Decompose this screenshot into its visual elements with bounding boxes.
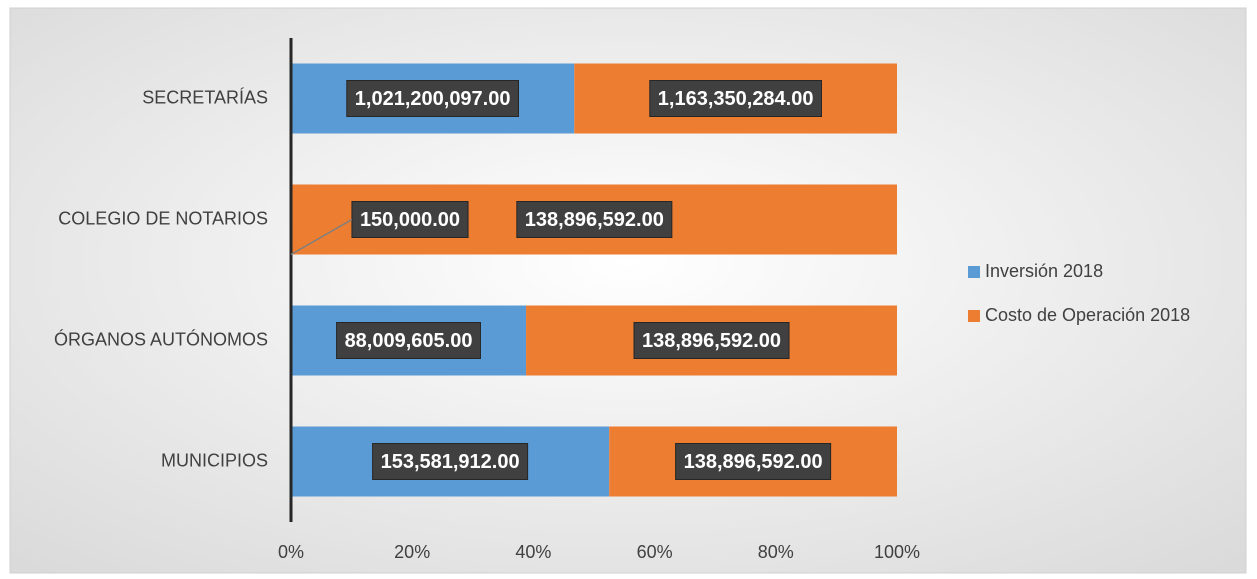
data-label: 138,896,592.00: [675, 443, 832, 480]
data-label-box: [633, 322, 790, 359]
data-label: 153,581,912.00: [372, 443, 529, 480]
data-label-box: [351, 201, 469, 238]
x-tick-label: 100%: [874, 542, 920, 562]
data-label-box: [649, 80, 822, 117]
x-tick-label: 0%: [278, 542, 304, 562]
x-tick-label: 80%: [758, 542, 794, 562]
legend-swatch: [968, 266, 980, 278]
data-label: 1,021,200,097.00: [346, 80, 519, 117]
data-label-text: 1,021,200,097.00: [355, 88, 511, 110]
data-label: 150,000.00: [290, 201, 469, 256]
data-label-text: 88,009,605.00: [345, 330, 473, 352]
data-label-text: 1,163,350,284.00: [658, 88, 814, 110]
x-tick-label: 20%: [394, 542, 430, 562]
y-tick-label: COLEGIO DE NOTARIOS: [58, 208, 268, 228]
data-label: 138,896,592.00: [633, 322, 790, 359]
x-tick-label: 40%: [515, 542, 551, 562]
leader-line: [290, 218, 353, 256]
y-tick-label: SECRETARÍAS: [142, 87, 268, 107]
data-label: 88,009,605.00: [336, 322, 481, 359]
data-label-text: 138,896,592.00: [684, 451, 823, 473]
data-label-text: 153,581,912.00: [381, 451, 520, 473]
data-label-box: [372, 443, 529, 480]
data-label-box: [346, 80, 519, 117]
data-label: 1,163,350,284.00: [649, 80, 822, 117]
x-tick-label: 60%: [637, 542, 673, 562]
data-label-box: [336, 322, 481, 359]
data-label-text: 138,896,592.00: [642, 330, 781, 352]
data-label-text: 138,896,592.00: [525, 209, 664, 231]
data-label-box: [516, 201, 673, 238]
y-tick-label: ÓRGANOS AUTÓNOMOS: [54, 328, 268, 349]
legend-label: Costo de Operación 2018: [985, 305, 1190, 325]
data-label: 138,896,592.00: [516, 201, 673, 238]
legend-swatch: [968, 310, 980, 322]
data-label-box: [675, 443, 832, 480]
legend-label: Inversión 2018: [985, 261, 1103, 281]
data-label-text: 150,000.00: [360, 209, 460, 231]
y-tick-label: MUNICIPIOS: [161, 450, 268, 470]
